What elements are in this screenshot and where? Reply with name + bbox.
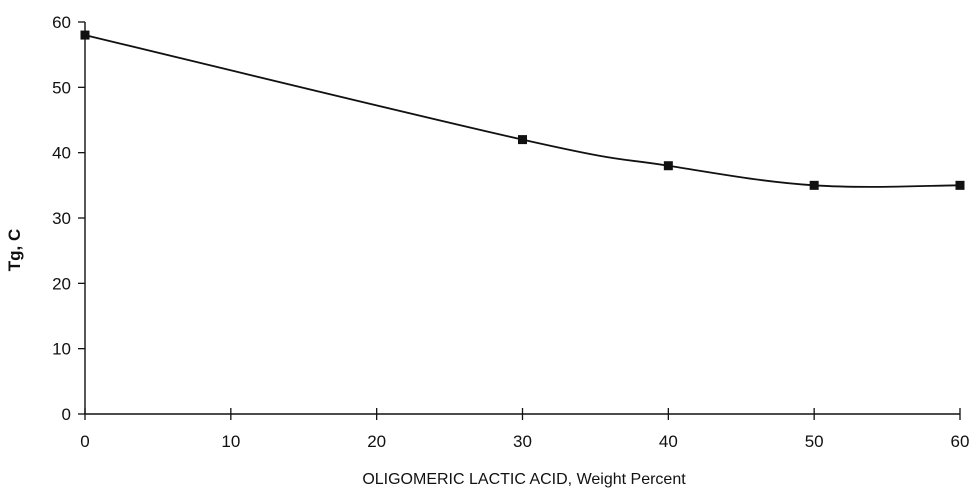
y-tick-label: 50: [52, 78, 71, 97]
y-tick-label: 10: [52, 340, 71, 359]
data-point-marker: [80, 30, 90, 40]
x-tick-label: 20: [367, 432, 386, 451]
data-point-marker: [518, 135, 527, 145]
x-tick-label: 0: [80, 432, 89, 451]
data-point-marker: [809, 180, 819, 190]
data-point-marker: [955, 180, 965, 190]
x-tick-label: 40: [659, 432, 678, 451]
x-tick-label: 60: [951, 432, 970, 451]
x-axis-title: OLIGOMERIC LACTIC ACID, Weight Percent: [362, 471, 686, 488]
y-tick-label: 60: [52, 13, 71, 32]
series-layer: [80, 30, 965, 190]
y-tick-label: 20: [52, 274, 71, 293]
axes: 0 10 20 30 40 50 60 0 10 20 30 40 50 60: [52, 13, 969, 451]
x-tick-label: 30: [513, 432, 532, 451]
y-tick-label: 40: [52, 144, 71, 163]
series-line: [84, 34, 961, 188]
y-tick-label: 0: [62, 405, 71, 424]
x-tick-label: 50: [805, 432, 824, 451]
x-tick-label: 10: [221, 432, 240, 451]
y-axis-title: Tg, C: [5, 229, 24, 272]
data-point-marker: [663, 161, 673, 171]
y-tick-label: 30: [52, 209, 71, 228]
